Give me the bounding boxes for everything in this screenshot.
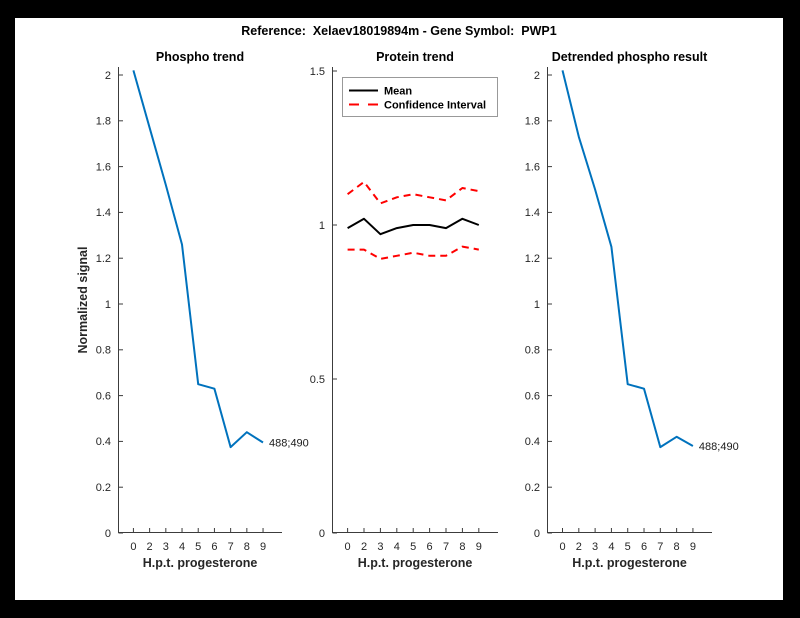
x-tick-label: 6 bbox=[427, 541, 433, 553]
x-tick-label: 2 bbox=[147, 541, 153, 553]
endpoint-annotation: 488;490 bbox=[699, 441, 739, 453]
subplot-title: Phospho trend bbox=[156, 50, 244, 64]
y-tick-label: 1.8 bbox=[96, 116, 111, 128]
x-tick-label: 7 bbox=[657, 541, 663, 553]
legend-box bbox=[342, 77, 498, 117]
legend-label: Confidence Interval bbox=[384, 100, 486, 112]
x-tick-label: 3 bbox=[377, 541, 383, 553]
x-tick-label: 8 bbox=[244, 541, 250, 553]
axes bbox=[118, 67, 282, 534]
y-tick-label: 0.6 bbox=[96, 390, 111, 402]
x-tick-label: 4 bbox=[179, 541, 185, 553]
subplot-protein-trend: 00.511.50 2 3 4 5 6 7 8 9H.p.t. progesteroneProt… bbox=[310, 50, 498, 570]
x-tick-label: 5 bbox=[410, 541, 416, 553]
x-tick-label: 3 bbox=[592, 541, 598, 553]
y-tick-label: 2 bbox=[534, 70, 540, 82]
x-tick-label: 7 bbox=[443, 541, 449, 553]
x-tick-label: 0 bbox=[559, 541, 565, 553]
y-tick-label: 0.8 bbox=[96, 345, 111, 357]
y-tick-label: 1 bbox=[105, 299, 111, 311]
y-tick-label: 0.4 bbox=[525, 436, 540, 448]
endpoint-annotation: 488;490 bbox=[269, 438, 309, 450]
series-mean bbox=[347, 217, 480, 236]
y-tick-label: 0.8 bbox=[525, 345, 540, 357]
legend: Mean Confidence Interval bbox=[342, 77, 498, 117]
x-axis-label: H.p.t. progesterone bbox=[143, 556, 258, 570]
subplot-detrended-phospho: 00.20.40.60.811.21.41.61.820 2 3 4 5 6 7 8 9H.p.… bbox=[525, 50, 739, 570]
x-tick-label: 2 bbox=[361, 541, 367, 553]
figure-title: Reference: Xelaev18019894m - Gene Symbol… bbox=[241, 24, 557, 38]
y-tick-label: 0 bbox=[319, 528, 325, 540]
y-tick-label: 1.2 bbox=[96, 253, 111, 265]
x-tick-label: 7 bbox=[228, 541, 234, 553]
x-tick-label: 6 bbox=[211, 541, 217, 553]
y-tick-label: 1 bbox=[319, 220, 325, 232]
series-phospho-signal bbox=[132, 70, 264, 449]
y-tick-label: 1.5 bbox=[310, 66, 325, 78]
x-tick-label: 3 bbox=[163, 541, 169, 553]
y-tick-label: 0 bbox=[534, 528, 540, 540]
x-axis-label: H.p.t. progesterone bbox=[358, 556, 473, 570]
y-tick-label: 1.6 bbox=[525, 161, 540, 173]
x-tick-label: 0 bbox=[345, 541, 351, 553]
y-tick-label: 1.4 bbox=[96, 207, 111, 219]
series-detrended-phospho-signal bbox=[561, 70, 694, 449]
y-tick-label: 1.8 bbox=[525, 116, 540, 128]
axis-lines bbox=[547, 67, 712, 533]
legend-label: Mean bbox=[384, 86, 412, 98]
y-axis-label: Normalized signal bbox=[76, 247, 90, 354]
y-tick-label: 1.2 bbox=[525, 253, 540, 265]
axis-lines bbox=[332, 67, 498, 533]
series-confidence-interval-upper bbox=[347, 180, 479, 205]
y-tick-label: 0.6 bbox=[525, 390, 540, 402]
subplot-phospho-trend: 00.20.40.60.811.21.41.61.820 2 3 4 5 6 7 8 9H.p.… bbox=[76, 50, 309, 570]
x-tick-label: 5 bbox=[195, 541, 201, 553]
x-tick-label: 8 bbox=[459, 541, 465, 553]
series-confidence-interval-lower bbox=[347, 245, 479, 260]
subplot-title: Protein trend bbox=[376, 50, 454, 64]
y-tick-label: 1.6 bbox=[96, 161, 111, 173]
y-tick-label: 0.4 bbox=[96, 436, 111, 448]
x-tick-label: 9 bbox=[476, 541, 482, 553]
y-tick-label: 0.5 bbox=[310, 374, 325, 386]
axis-lines bbox=[118, 67, 282, 533]
x-tick-label: 4 bbox=[608, 541, 614, 553]
x-tick-label: 0 bbox=[130, 541, 136, 553]
x-tick-label: 8 bbox=[674, 541, 680, 553]
x-tick-label: 5 bbox=[625, 541, 631, 553]
figure-canvas: Reference: Xelaev18019894m - Gene Symbol… bbox=[15, 18, 783, 600]
subplot-title: Detrended phospho result bbox=[552, 50, 708, 64]
x-axis-label: H.p.t. progesterone bbox=[572, 556, 687, 570]
y-tick-label: 1.4 bbox=[525, 207, 540, 219]
x-tick-label: 2 bbox=[576, 541, 582, 553]
y-tick-label: 1 bbox=[534, 299, 540, 311]
y-tick-label: 0 bbox=[105, 528, 111, 540]
x-tick-label: 4 bbox=[394, 541, 400, 553]
x-tick-label: 9 bbox=[690, 541, 696, 553]
axes bbox=[332, 67, 498, 534]
y-tick-label: 0.2 bbox=[96, 482, 111, 494]
y-tick-label: 0.2 bbox=[525, 482, 540, 494]
axes bbox=[547, 67, 712, 534]
y-tick-label: 2 bbox=[105, 70, 111, 82]
x-tick-label: 6 bbox=[641, 541, 647, 553]
x-tick-label: 9 bbox=[260, 541, 266, 553]
